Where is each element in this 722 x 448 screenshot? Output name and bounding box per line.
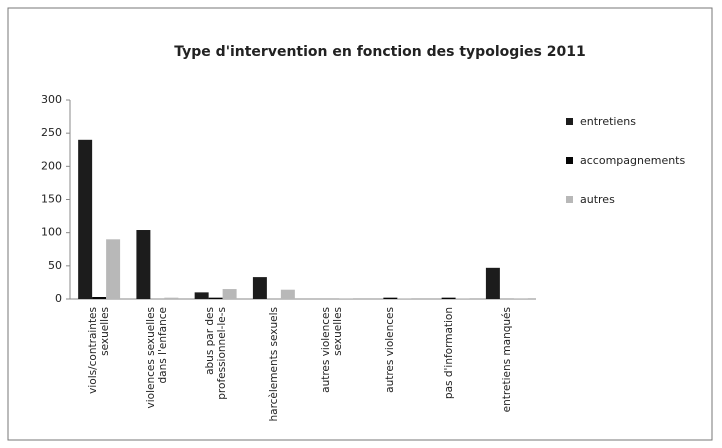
chart-title: Type d'intervention en fonction des typo…	[174, 44, 585, 60]
bar	[280, 289, 295, 299]
bar	[339, 298, 354, 299]
x-tick-label: viols/contraintes sexuelles	[87, 307, 112, 394]
bar	[136, 230, 151, 299]
bar	[441, 297, 456, 299]
y-tick-label: 150	[41, 193, 62, 206]
x-tick-label: autres violences	[384, 307, 397, 393]
legend-swatch	[566, 157, 573, 164]
bar	[222, 289, 237, 299]
y-tick-label: 100	[41, 226, 62, 239]
bar	[513, 298, 528, 299]
y-tick-label: 50	[48, 259, 62, 272]
bar	[78, 139, 93, 299]
y-tick-label: 0	[55, 292, 62, 305]
legend-label: autres	[580, 193, 615, 206]
x-tick-label: pas d'information	[442, 307, 455, 400]
bar	[485, 267, 500, 299]
bar	[208, 297, 223, 299]
y-tick-label: 200	[41, 159, 62, 172]
bar	[455, 298, 470, 299]
x-tick-label: autres violences sexuelles	[320, 307, 345, 393]
bar	[252, 277, 267, 299]
bar	[383, 297, 398, 299]
y-tick-label: 250	[41, 126, 62, 139]
x-tick-label: abus par des professionnel-le-s	[203, 307, 228, 400]
x-tick-label: entretiens manqués	[500, 307, 513, 413]
legend-label: accompagnements	[580, 154, 685, 167]
chart-frame	[7, 7, 713, 441]
legend-label: entretiens	[580, 115, 636, 128]
legend-swatch	[566, 118, 573, 125]
bar	[106, 239, 121, 299]
bar	[164, 297, 179, 299]
x-tick-label: harcèlements sexuels	[267, 307, 280, 422]
bar	[92, 297, 107, 299]
bar	[397, 298, 412, 299]
legend-swatch	[566, 196, 573, 203]
y-tick-label: 300	[41, 93, 62, 106]
x-tick-label: violences sexuelles dans l'enfance	[145, 307, 170, 409]
bar	[194, 292, 209, 299]
